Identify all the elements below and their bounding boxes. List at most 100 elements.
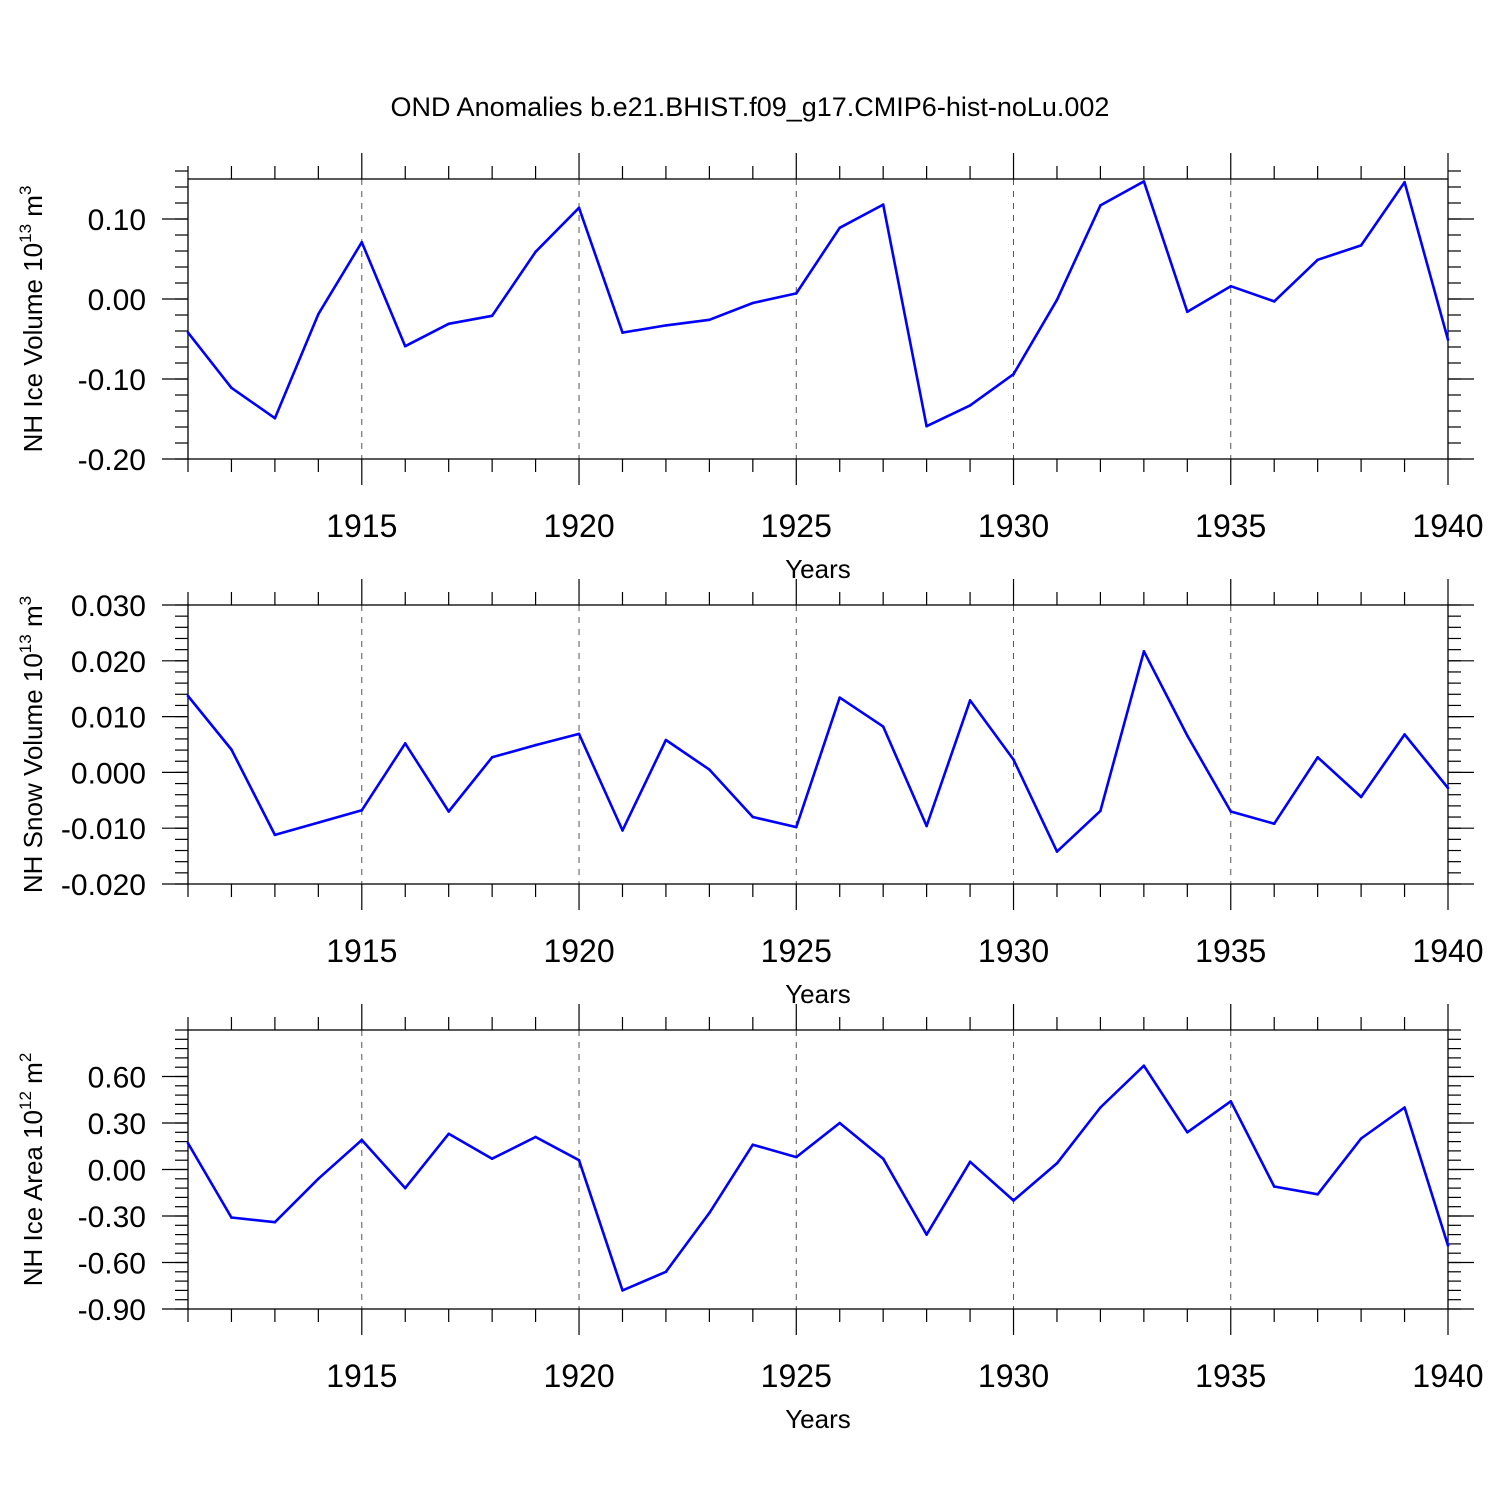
- data-point-1922: [664, 324, 668, 327]
- data-point-1924: [751, 301, 755, 305]
- x-axis-label: Years: [785, 554, 851, 584]
- series-line-snow-volume: [186, 649, 1450, 853]
- data-point-1937: [1316, 258, 1319, 262]
- data-point-1927: [881, 1157, 885, 1160]
- x-axis-label: Years: [785, 1404, 851, 1434]
- data-point-1933: [1142, 650, 1146, 653]
- data-point-1930: [1012, 758, 1015, 761]
- data-point-1925: [794, 825, 798, 829]
- y-tick-label: 0.010: [71, 702, 146, 735]
- y-tick-label: -0.010: [61, 813, 146, 846]
- y-axis-label-text: NH Ice Volume 10: [18, 243, 48, 453]
- y-tick-label: 0.10: [88, 204, 146, 237]
- y-tick-label: -0.020: [61, 869, 146, 902]
- x-tick-label: 1935: [1195, 933, 1266, 969]
- x-tick-label: 1915: [326, 933, 397, 969]
- data-point-1914: [317, 821, 320, 824]
- y-tick-label: 0.00: [88, 284, 146, 317]
- data-point-1914: [317, 312, 320, 316]
- x-tick-label: 1935: [1195, 508, 1266, 544]
- data-point-1933: [1142, 180, 1146, 183]
- figure-title: OND Anomalies b.e21.BHIST.f09_g17.CMIP6-…: [391, 92, 1110, 122]
- data-point-1912: [230, 1216, 233, 1219]
- x-tick-label: 1920: [543, 933, 614, 969]
- y-axis-label: NH Ice Area 1012 m2: [16, 1053, 48, 1287]
- y-axis-label-sup: 13: [16, 634, 35, 653]
- data-point-1916: [403, 742, 407, 745]
- data-point-1923: [708, 318, 711, 322]
- data-point-1928: [925, 424, 928, 428]
- data-point-1917: [447, 322, 450, 326]
- data-point-1922: [664, 738, 668, 742]
- x-tick-label: 1925: [761, 1358, 832, 1394]
- y-tick-label: -0.90: [78, 1294, 146, 1327]
- data-point-1934: [1186, 734, 1189, 737]
- data-point-1936: [1272, 1185, 1276, 1188]
- y-axis-label-unit: m: [18, 605, 48, 634]
- x-tick-label: 1930: [978, 1358, 1049, 1394]
- series-line-ice-volume: [186, 180, 1450, 428]
- panel-ice-volume: 0.10 0.00 -0.10 -0.20 1915 1920 1925 1930 1935 19…: [16, 153, 1484, 584]
- data-point-1932: [1099, 204, 1102, 207]
- data-point-1924: [751, 815, 755, 819]
- data-point-1920: [577, 1158, 581, 1162]
- plot-frame: [187, 604, 1449, 885]
- y-tick-label: 0.60: [88, 1062, 146, 1095]
- data-point-1935: [1229, 284, 1233, 288]
- data-point-1926: [838, 1121, 842, 1125]
- data-point-1913: [273, 833, 277, 837]
- data-point-1931: [1055, 1162, 1059, 1165]
- data-point-1921: [621, 829, 624, 832]
- data-point-1920: [577, 206, 581, 210]
- data-point-1927: [881, 203, 885, 206]
- data-point-1932: [1099, 809, 1102, 813]
- data-point-1935: [1229, 810, 1233, 813]
- data-point-1916: [403, 344, 407, 348]
- data-point-1921: [621, 1289, 624, 1292]
- data-point-1929: [968, 404, 972, 407]
- plot-frame: [187, 178, 1449, 460]
- data-point-1918: [490, 756, 494, 759]
- data-point-1932: [1099, 1106, 1102, 1109]
- data-point-1938: [1359, 1137, 1363, 1140]
- data-point-1919: [534, 743, 537, 747]
- data-point-1918: [490, 314, 494, 318]
- data-point-1911: [186, 694, 190, 698]
- data-point-1912: [230, 386, 233, 390]
- data-point-1926: [838, 226, 842, 230]
- y-tick-label: 0.000: [71, 757, 146, 790]
- data-point-1911: [186, 331, 190, 334]
- panel-ice-area: 0.60 0.30 0.00 -0.30 -0.60 -0.90 1915 1920 1925 1…: [16, 1004, 1484, 1434]
- data-point-1925: [794, 292, 798, 295]
- data-point-1915: [360, 240, 364, 244]
- data-point-1924: [751, 1143, 755, 1146]
- x-tick-label: 1915: [326, 508, 397, 544]
- data-point-1917: [447, 810, 450, 813]
- data-point-1913: [273, 1220, 277, 1224]
- x-tick-label: 1920: [543, 1358, 614, 1394]
- data-point-1921: [621, 331, 624, 334]
- data-point-1934: [1186, 1131, 1189, 1134]
- data-point-1911: [186, 1141, 190, 1145]
- data-point-1938: [1359, 244, 1363, 247]
- data-point-1936: [1272, 300, 1276, 303]
- data-point-1927: [881, 725, 885, 728]
- x-tick-label: 1920: [543, 508, 614, 544]
- data-point-1940: [1446, 1244, 1450, 1247]
- y-tick-label: 0.30: [88, 1108, 146, 1141]
- x-tick-label: 1940: [1412, 508, 1483, 544]
- y-axis-label-sup: 13: [16, 224, 35, 243]
- x-axis-label: Years: [785, 979, 851, 1009]
- data-point-1920: [577, 732, 581, 736]
- data-point-1938: [1359, 795, 1363, 799]
- y-tick-label: 0.020: [71, 646, 146, 679]
- data-point-1937: [1316, 1193, 1319, 1196]
- data-point-1919: [534, 250, 537, 254]
- data-point-1930: [1012, 372, 1015, 376]
- data-point-1912: [230, 748, 233, 751]
- y-tick-label: -0.10: [78, 364, 146, 397]
- data-point-1933: [1142, 1064, 1146, 1067]
- data-point-1923: [708, 768, 711, 771]
- data-point-1939: [1403, 1106, 1406, 1109]
- data-point-1926: [838, 696, 842, 699]
